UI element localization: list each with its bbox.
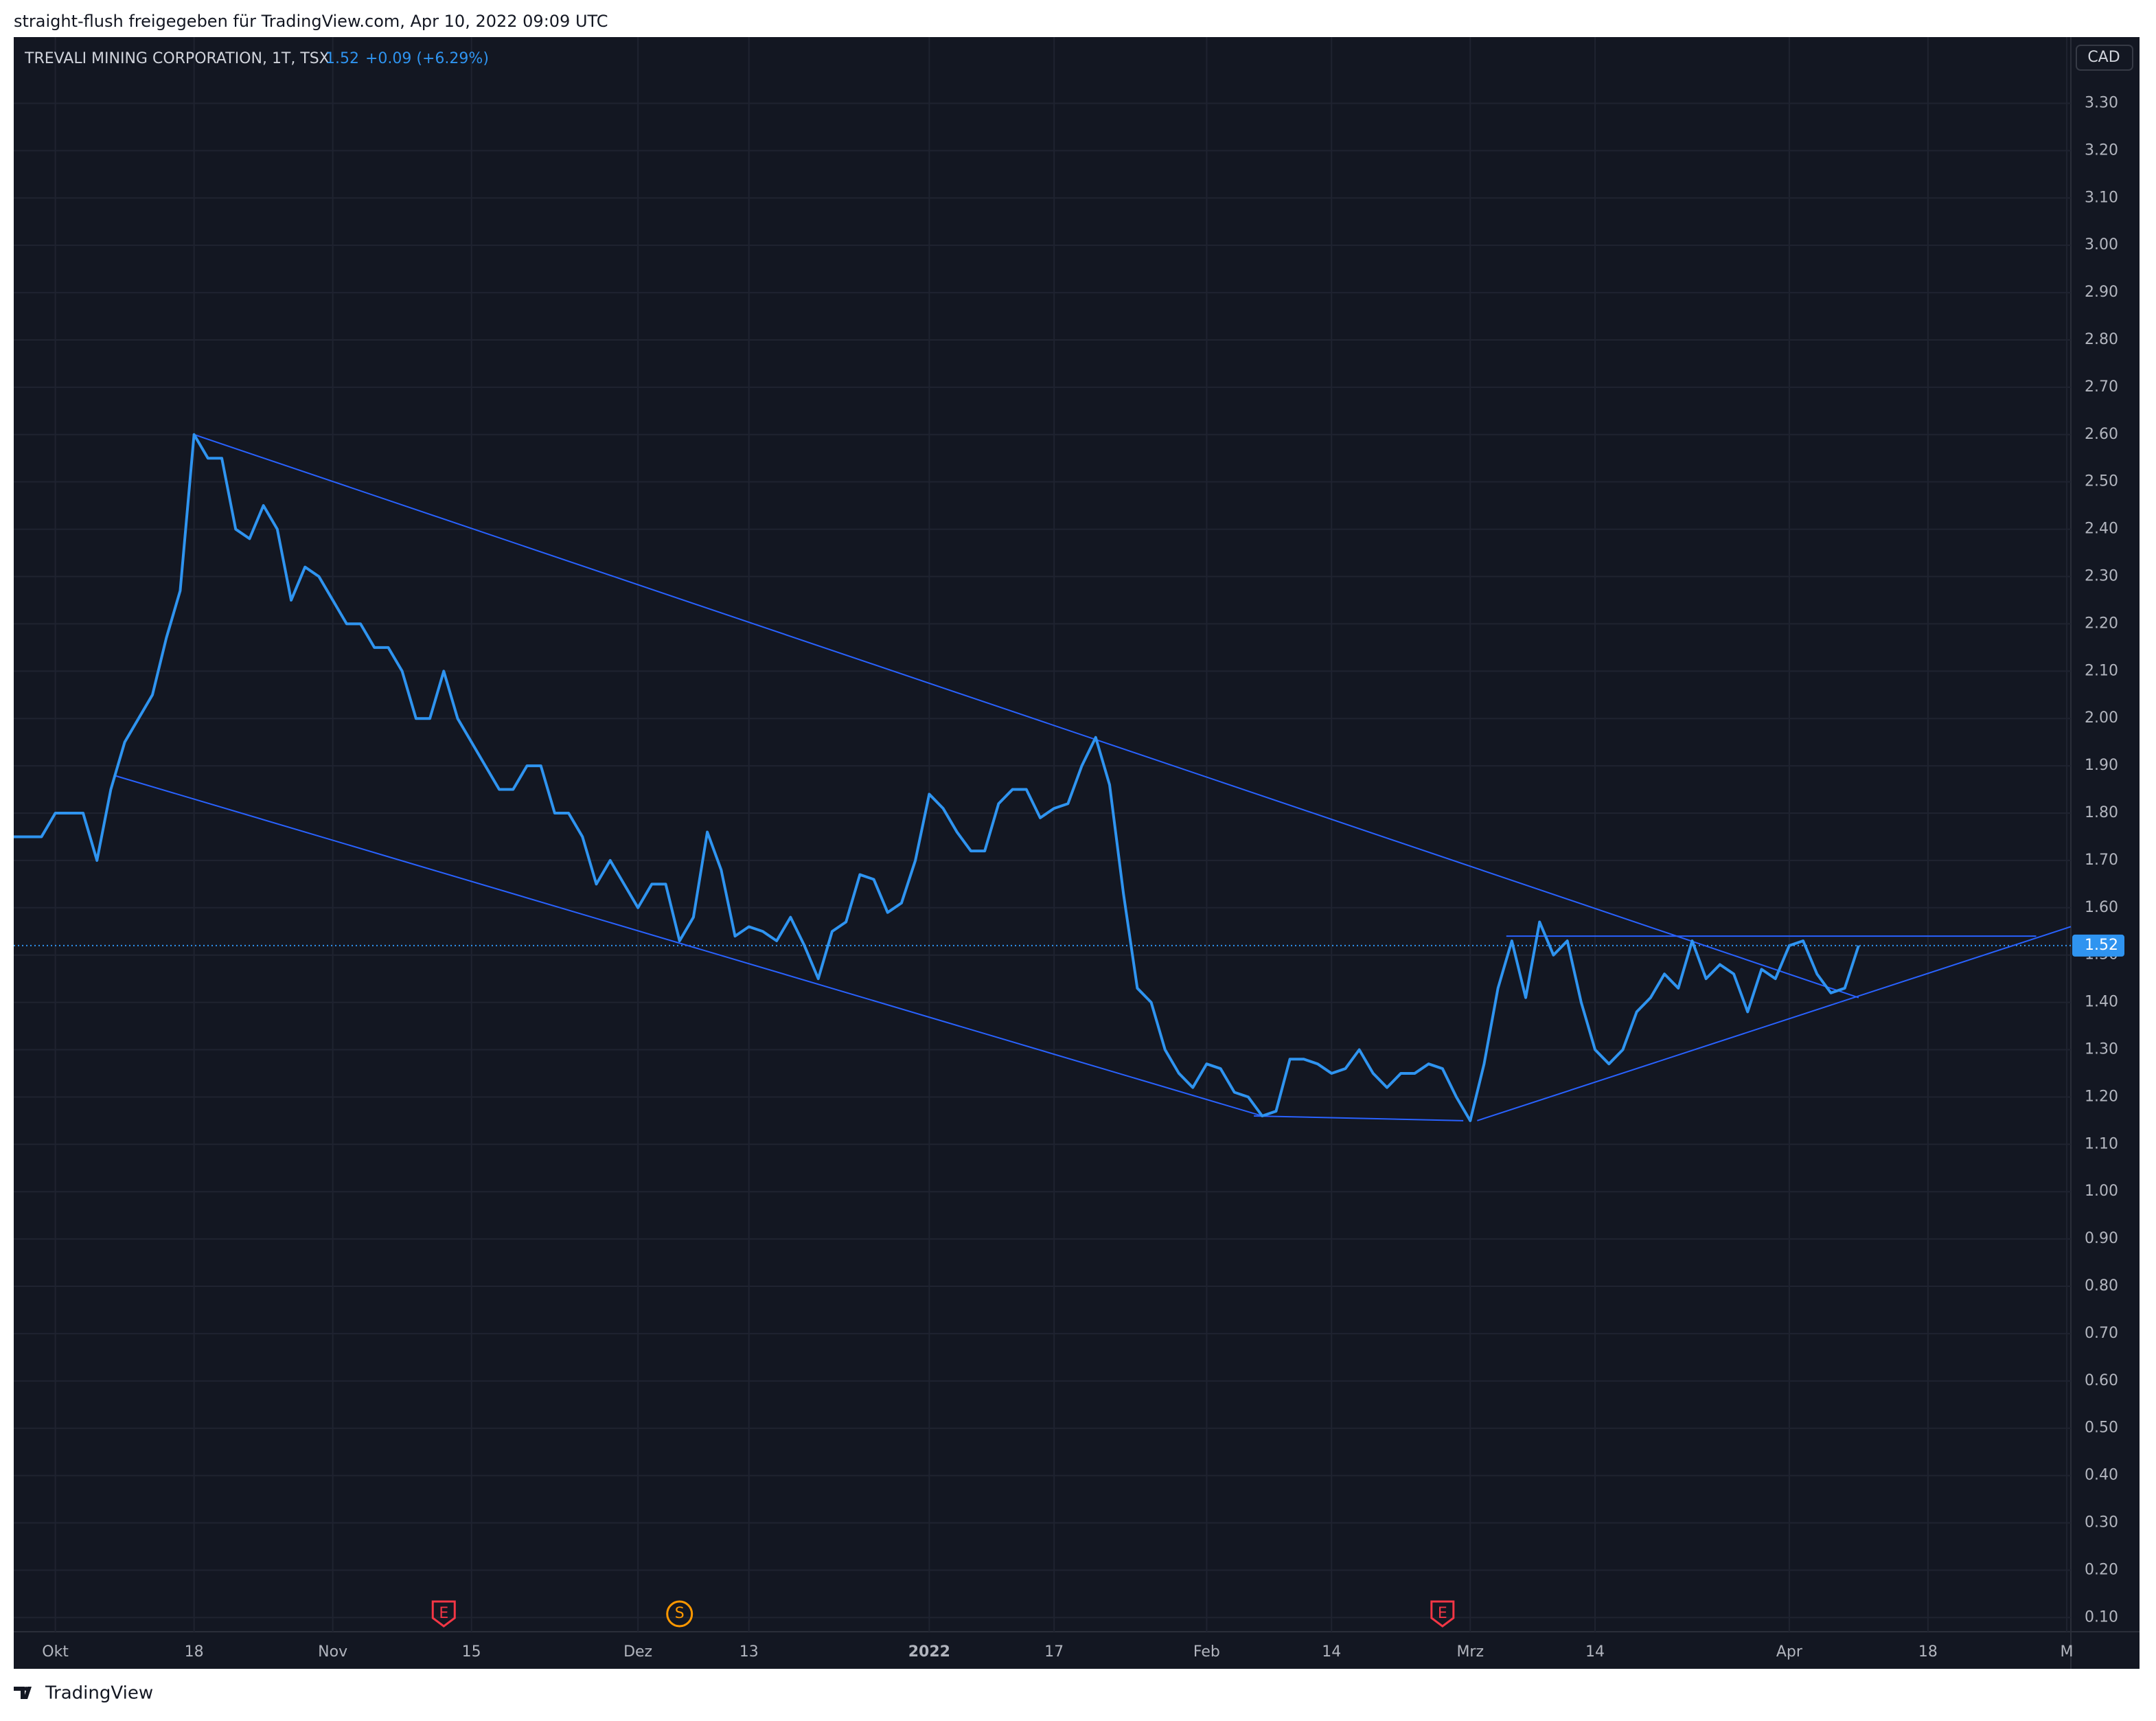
chart-panel xyxy=(14,37,2140,1669)
y-tick-label: 1.00 xyxy=(2085,1183,2118,1200)
y-tick-label: 2.40 xyxy=(2085,521,2118,538)
y-tick-label: 2.80 xyxy=(2085,331,2118,348)
x-tick-label: 13 xyxy=(739,1643,759,1661)
trendline xyxy=(194,433,1859,999)
y-tick-label: 0.10 xyxy=(2085,1608,2118,1626)
y-tick-label: 0.60 xyxy=(2085,1372,2118,1389)
y-tick-label: 0.80 xyxy=(2085,1277,2118,1295)
x-tick-label: Okt xyxy=(42,1643,69,1661)
y-tick-label: 2.30 xyxy=(2085,567,2118,584)
x-tick-label: Feb xyxy=(1193,1643,1220,1661)
x-tick-label: Dez xyxy=(623,1643,652,1661)
y-tick-label: 1.60 xyxy=(2085,899,2118,916)
y-tick-label: 0.70 xyxy=(2085,1325,2118,1342)
x-tick-label: Nov xyxy=(318,1643,347,1661)
y-tick-label: 0.40 xyxy=(2085,1467,2118,1484)
y-tick-label: 3.20 xyxy=(2085,141,2118,159)
symbol-title: TREVALI MINING CORPORATION, 1T, TSX xyxy=(24,50,330,67)
y-tick-label: 1.90 xyxy=(2085,757,2118,774)
brand: TradingView xyxy=(45,1683,153,1704)
y-tick-label: 2.60 xyxy=(2085,426,2118,443)
x-tick-label: 14 xyxy=(1585,1643,1605,1661)
event-label: E xyxy=(439,1605,448,1622)
x-tick-label: 18 xyxy=(185,1643,204,1661)
currency-box[interactable] xyxy=(2076,45,2133,71)
x-tick-label: 15 xyxy=(462,1643,481,1661)
y-tick-label: 2.70 xyxy=(2085,378,2118,396)
y-tick-label: 2.00 xyxy=(2085,709,2118,727)
x-tick-label: Apr xyxy=(1776,1643,1803,1661)
trendline xyxy=(113,774,1263,1117)
y-tick-label: 0.20 xyxy=(2085,1561,2118,1578)
y-tick-label: 0.30 xyxy=(2085,1514,2118,1531)
share-header: straight-flush freigegeben für TradingVi… xyxy=(14,12,608,31)
x-tick-label: 2022 xyxy=(908,1643,950,1661)
y-tick-label: 2.90 xyxy=(2085,284,2118,301)
event-marker xyxy=(1430,1600,1455,1628)
plot xyxy=(14,433,2072,1122)
y-tick-label: 2.10 xyxy=(2085,662,2118,679)
y-tick-label: 2.20 xyxy=(2085,615,2118,632)
x-tick-label: 17 xyxy=(1044,1643,1064,1661)
grid xyxy=(14,37,2071,1632)
x-tick-label: M xyxy=(2060,1643,2073,1661)
y-tick-label: 2.50 xyxy=(2085,473,2118,490)
y-tick-label: 3.10 xyxy=(2085,189,2118,206)
event-label: S xyxy=(675,1605,685,1622)
event-label: E xyxy=(1438,1605,1447,1622)
x-tick-label: 14 xyxy=(1322,1643,1341,1661)
last-price-label: 1.52 xyxy=(2085,937,2118,954)
y-tick-label: 1.20 xyxy=(2085,1088,2118,1105)
trendline xyxy=(1254,1115,1464,1121)
x-tick-label: 18 xyxy=(1918,1643,1938,1661)
y-tick-label: 1.80 xyxy=(2085,804,2118,821)
event-marker xyxy=(666,1600,693,1628)
legend-last: 1.52 xyxy=(325,50,359,67)
y-tick-label: 1.30 xyxy=(2085,1041,2118,1058)
y-tick-label: 1.70 xyxy=(2085,852,2118,869)
y-tick-label: 1.10 xyxy=(2085,1135,2118,1152)
currency: CAD xyxy=(2087,49,2120,66)
y-tick-label: 0.50 xyxy=(2085,1420,2118,1437)
legend-change: +0.09 (+6.29%) xyxy=(365,50,489,67)
y-tick-label: 3.30 xyxy=(2085,94,2118,111)
x-tick-label: Mrz xyxy=(1456,1643,1484,1661)
y-tick-label: 3.00 xyxy=(2085,236,2118,253)
y-tick-label: 1.40 xyxy=(2085,994,2118,1011)
price-line xyxy=(14,433,1860,1122)
brand-logo xyxy=(14,1687,32,1699)
last-price-tag xyxy=(2072,934,2124,957)
trendline xyxy=(1477,926,2072,1121)
event-marker xyxy=(431,1600,456,1628)
y-tick-label: 0.90 xyxy=(2085,1230,2118,1247)
